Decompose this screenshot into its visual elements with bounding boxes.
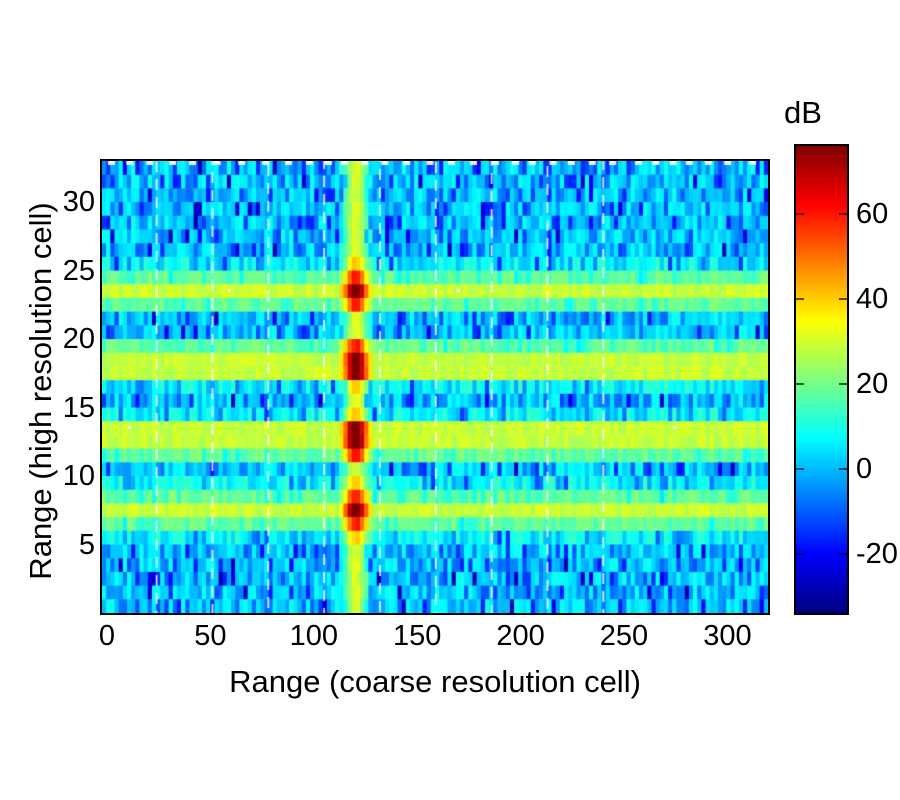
colorbar-tick-label: -20 — [856, 537, 898, 570]
colorbar-tickmark — [796, 382, 804, 385]
x-tick-label: 250 — [599, 620, 649, 652]
y-tick-label: 20 — [62, 323, 95, 356]
y-axis-label: Range (high resolution cell) — [23, 202, 58, 580]
x-tick-label: 200 — [496, 620, 545, 652]
x-axis-label: Range (coarse resolution cell) — [229, 664, 641, 699]
colorbar-tickmark — [796, 297, 804, 300]
colorbar-tickmark — [796, 212, 804, 215]
colorbar-tickmark — [839, 552, 847, 555]
y-tick-label: 15 — [62, 391, 95, 424]
colorbar-tickmark — [839, 382, 847, 385]
colorbar-tick-label: 20 — [856, 367, 889, 400]
colorbar-tickmark — [839, 297, 847, 300]
colorbar-tickmark — [796, 467, 804, 470]
y-tick-label: 10 — [62, 460, 95, 493]
colorbar-gradient — [796, 146, 847, 613]
x-tick-label: 0 — [98, 620, 116, 652]
x-tick-label: 50 — [194, 620, 227, 652]
x-tick-label: 100 — [289, 620, 338, 652]
colorbar-tick-label: 60 — [856, 197, 889, 230]
colorbar-label: dB — [784, 95, 822, 130]
colorbar-tick-label: 40 — [856, 282, 889, 315]
colorbar-tickmark — [796, 552, 804, 555]
colorbar-tick-label: 0 — [856, 452, 873, 485]
x-tick-label: 300 — [703, 620, 752, 652]
heatmap-plot — [102, 161, 768, 613]
y-tick-label: 25 — [62, 254, 95, 287]
y-tick-label: 30 — [62, 186, 95, 219]
x-tick-label: 150 — [392, 620, 442, 652]
colorbar-tickmark — [839, 212, 847, 215]
colorbar-tickmark — [839, 467, 847, 470]
y-tick-label: 5 — [78, 528, 95, 561]
